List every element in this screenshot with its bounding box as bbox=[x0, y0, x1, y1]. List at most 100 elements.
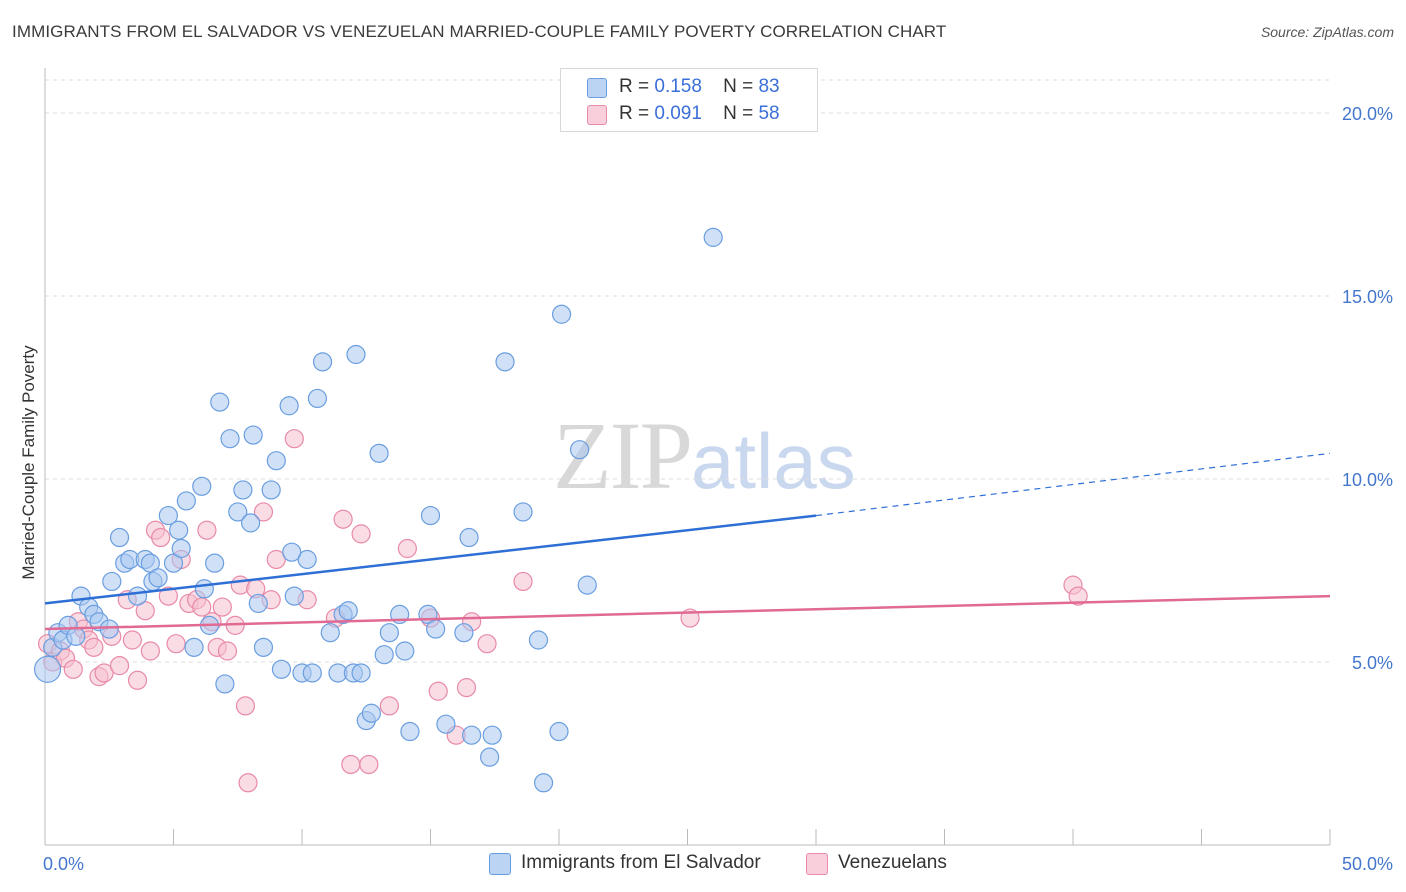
bottom-legend-label-venezuelans: Venezuelans bbox=[838, 852, 947, 873]
venezuelans-point bbox=[379, 696, 399, 716]
el-salvador-point bbox=[346, 344, 366, 365]
venezuelans-point bbox=[127, 670, 148, 690]
venezuelans-point bbox=[351, 524, 371, 544]
x-tick-label: 50.0% bbox=[1342, 854, 1393, 874]
el-salvador-point bbox=[351, 663, 371, 683]
grid-lines bbox=[45, 79, 1330, 663]
el-salvador-point bbox=[462, 725, 482, 745]
el-salvador-point bbox=[253, 637, 274, 657]
trend-lines bbox=[44, 452, 1331, 631]
venezuelans-point bbox=[109, 656, 130, 676]
el-salvador-point bbox=[109, 527, 130, 548]
axes bbox=[44, 68, 1331, 846]
el-salvador-point bbox=[241, 513, 261, 533]
el-salvador-point bbox=[228, 502, 248, 522]
el-salvador-point bbox=[338, 601, 358, 621]
legend-swatch-pink bbox=[587, 105, 607, 125]
el-salvador-point bbox=[271, 659, 292, 679]
el-salvador-point bbox=[436, 714, 456, 734]
el-salvador-point bbox=[312, 352, 333, 372]
el-salvador-point bbox=[361, 703, 381, 723]
el-salvador-point bbox=[215, 674, 235, 694]
el-salvador-trend-line bbox=[44, 514, 817, 605]
el-salvador-point bbox=[495, 352, 515, 372]
bottom-legend-swatch-pink bbox=[806, 853, 828, 875]
venezuelans-point bbox=[94, 663, 114, 683]
y-tick-label: 5.0% bbox=[1352, 653, 1393, 673]
legend-text-el-salvador: R = 0.158 N = 83 bbox=[619, 76, 780, 98]
el-salvador-point bbox=[420, 505, 441, 526]
el-salvador-point bbox=[369, 443, 389, 463]
el-salvador-point bbox=[102, 571, 122, 592]
venezuelans-point bbox=[284, 429, 304, 449]
el-salvador-point bbox=[194, 579, 214, 599]
el-salvador-point bbox=[551, 304, 572, 324]
el-salvador-point bbox=[184, 637, 204, 657]
el-salvador-point bbox=[158, 505, 178, 526]
venezuelans-point bbox=[513, 571, 533, 592]
el-salvador-point bbox=[171, 538, 191, 559]
venezuelans-trend-line bbox=[44, 594, 1331, 631]
x-tick-label: 0.0% bbox=[43, 854, 84, 874]
source-label: Source: ZipAtlas.com bbox=[1260, 24, 1394, 40]
el-salvador-point bbox=[302, 663, 322, 683]
el-salvador-point bbox=[248, 593, 268, 614]
el-salvador-point bbox=[703, 227, 723, 247]
el-salvador-point bbox=[528, 630, 549, 650]
el-salvador-point bbox=[297, 549, 317, 570]
el-salvador-point bbox=[205, 553, 225, 573]
legend-text-venezuelans: R = 0.091 N = 58 bbox=[619, 103, 780, 125]
legend-r-value-2: 0.091 bbox=[654, 103, 702, 124]
el-salvador-point bbox=[176, 491, 196, 511]
venezuelans-point bbox=[253, 502, 274, 522]
el-salvador-point bbox=[282, 542, 302, 562]
el-salvador-point bbox=[549, 721, 569, 742]
el-salvador-point bbox=[33, 655, 62, 683]
y-axis-label: Married-Couple Family Poverty bbox=[19, 345, 38, 580]
el-salvador-point bbox=[243, 425, 263, 445]
el-salvador-point bbox=[533, 773, 554, 793]
venezuelans-point bbox=[397, 538, 417, 559]
el-salvador-point bbox=[266, 451, 286, 471]
el-salvador-point bbox=[192, 476, 212, 496]
venezuelans-point bbox=[151, 527, 171, 548]
chart-title: IMMIGRANTS FROM EL SALVADOR VS VENEZUELA… bbox=[12, 22, 947, 41]
venezuelans-point bbox=[1068, 586, 1088, 606]
legend-swatch-blue bbox=[587, 78, 607, 98]
el-salvador-point bbox=[513, 502, 533, 522]
venezuelans-point bbox=[477, 634, 497, 654]
el-salvador-point bbox=[569, 440, 590, 460]
el-salvador-point bbox=[400, 721, 420, 742]
axis-labels: 5.0% 10.0% 15.0% 20.0% 0.0% 50.0% Married-Coup… bbox=[19, 104, 1393, 874]
venezuelans-point bbox=[166, 634, 186, 654]
el-salvador-point bbox=[148, 568, 168, 588]
el-salvador-trend-extension bbox=[815, 452, 1331, 517]
venezuelans-point bbox=[456, 678, 477, 698]
venezuelans-point bbox=[428, 681, 448, 701]
watermark-atlas: atlas bbox=[691, 417, 856, 505]
venezuelans-point bbox=[197, 520, 217, 540]
venezuelans-point bbox=[217, 641, 238, 661]
el-salvador-point bbox=[320, 623, 340, 643]
el-salvador-point bbox=[66, 626, 86, 646]
venezuelans-point bbox=[140, 641, 160, 661]
venezuelans-point bbox=[63, 659, 83, 679]
el-salvador-point bbox=[99, 619, 119, 639]
venezuelans-point bbox=[212, 597, 232, 617]
y-tick-label: 15.0% bbox=[1342, 287, 1393, 307]
venezuelans-point bbox=[341, 754, 361, 775]
el-salvador-point bbox=[307, 388, 328, 409]
series-el-salvador-points bbox=[33, 227, 723, 793]
el-salvador-point bbox=[482, 725, 502, 745]
el-salvador-point bbox=[379, 623, 399, 643]
el-salvador-point bbox=[261, 480, 281, 500]
venezuelans-point bbox=[359, 754, 379, 775]
venezuelans-point bbox=[84, 637, 104, 657]
venezuelans-point bbox=[122, 630, 142, 650]
el-salvador-point bbox=[577, 575, 597, 595]
y-tick-label: 10.0% bbox=[1342, 470, 1393, 490]
legend-r-value-1: 0.158 bbox=[654, 76, 702, 97]
venezuelans-point bbox=[235, 696, 256, 716]
el-salvador-point bbox=[480, 747, 500, 767]
